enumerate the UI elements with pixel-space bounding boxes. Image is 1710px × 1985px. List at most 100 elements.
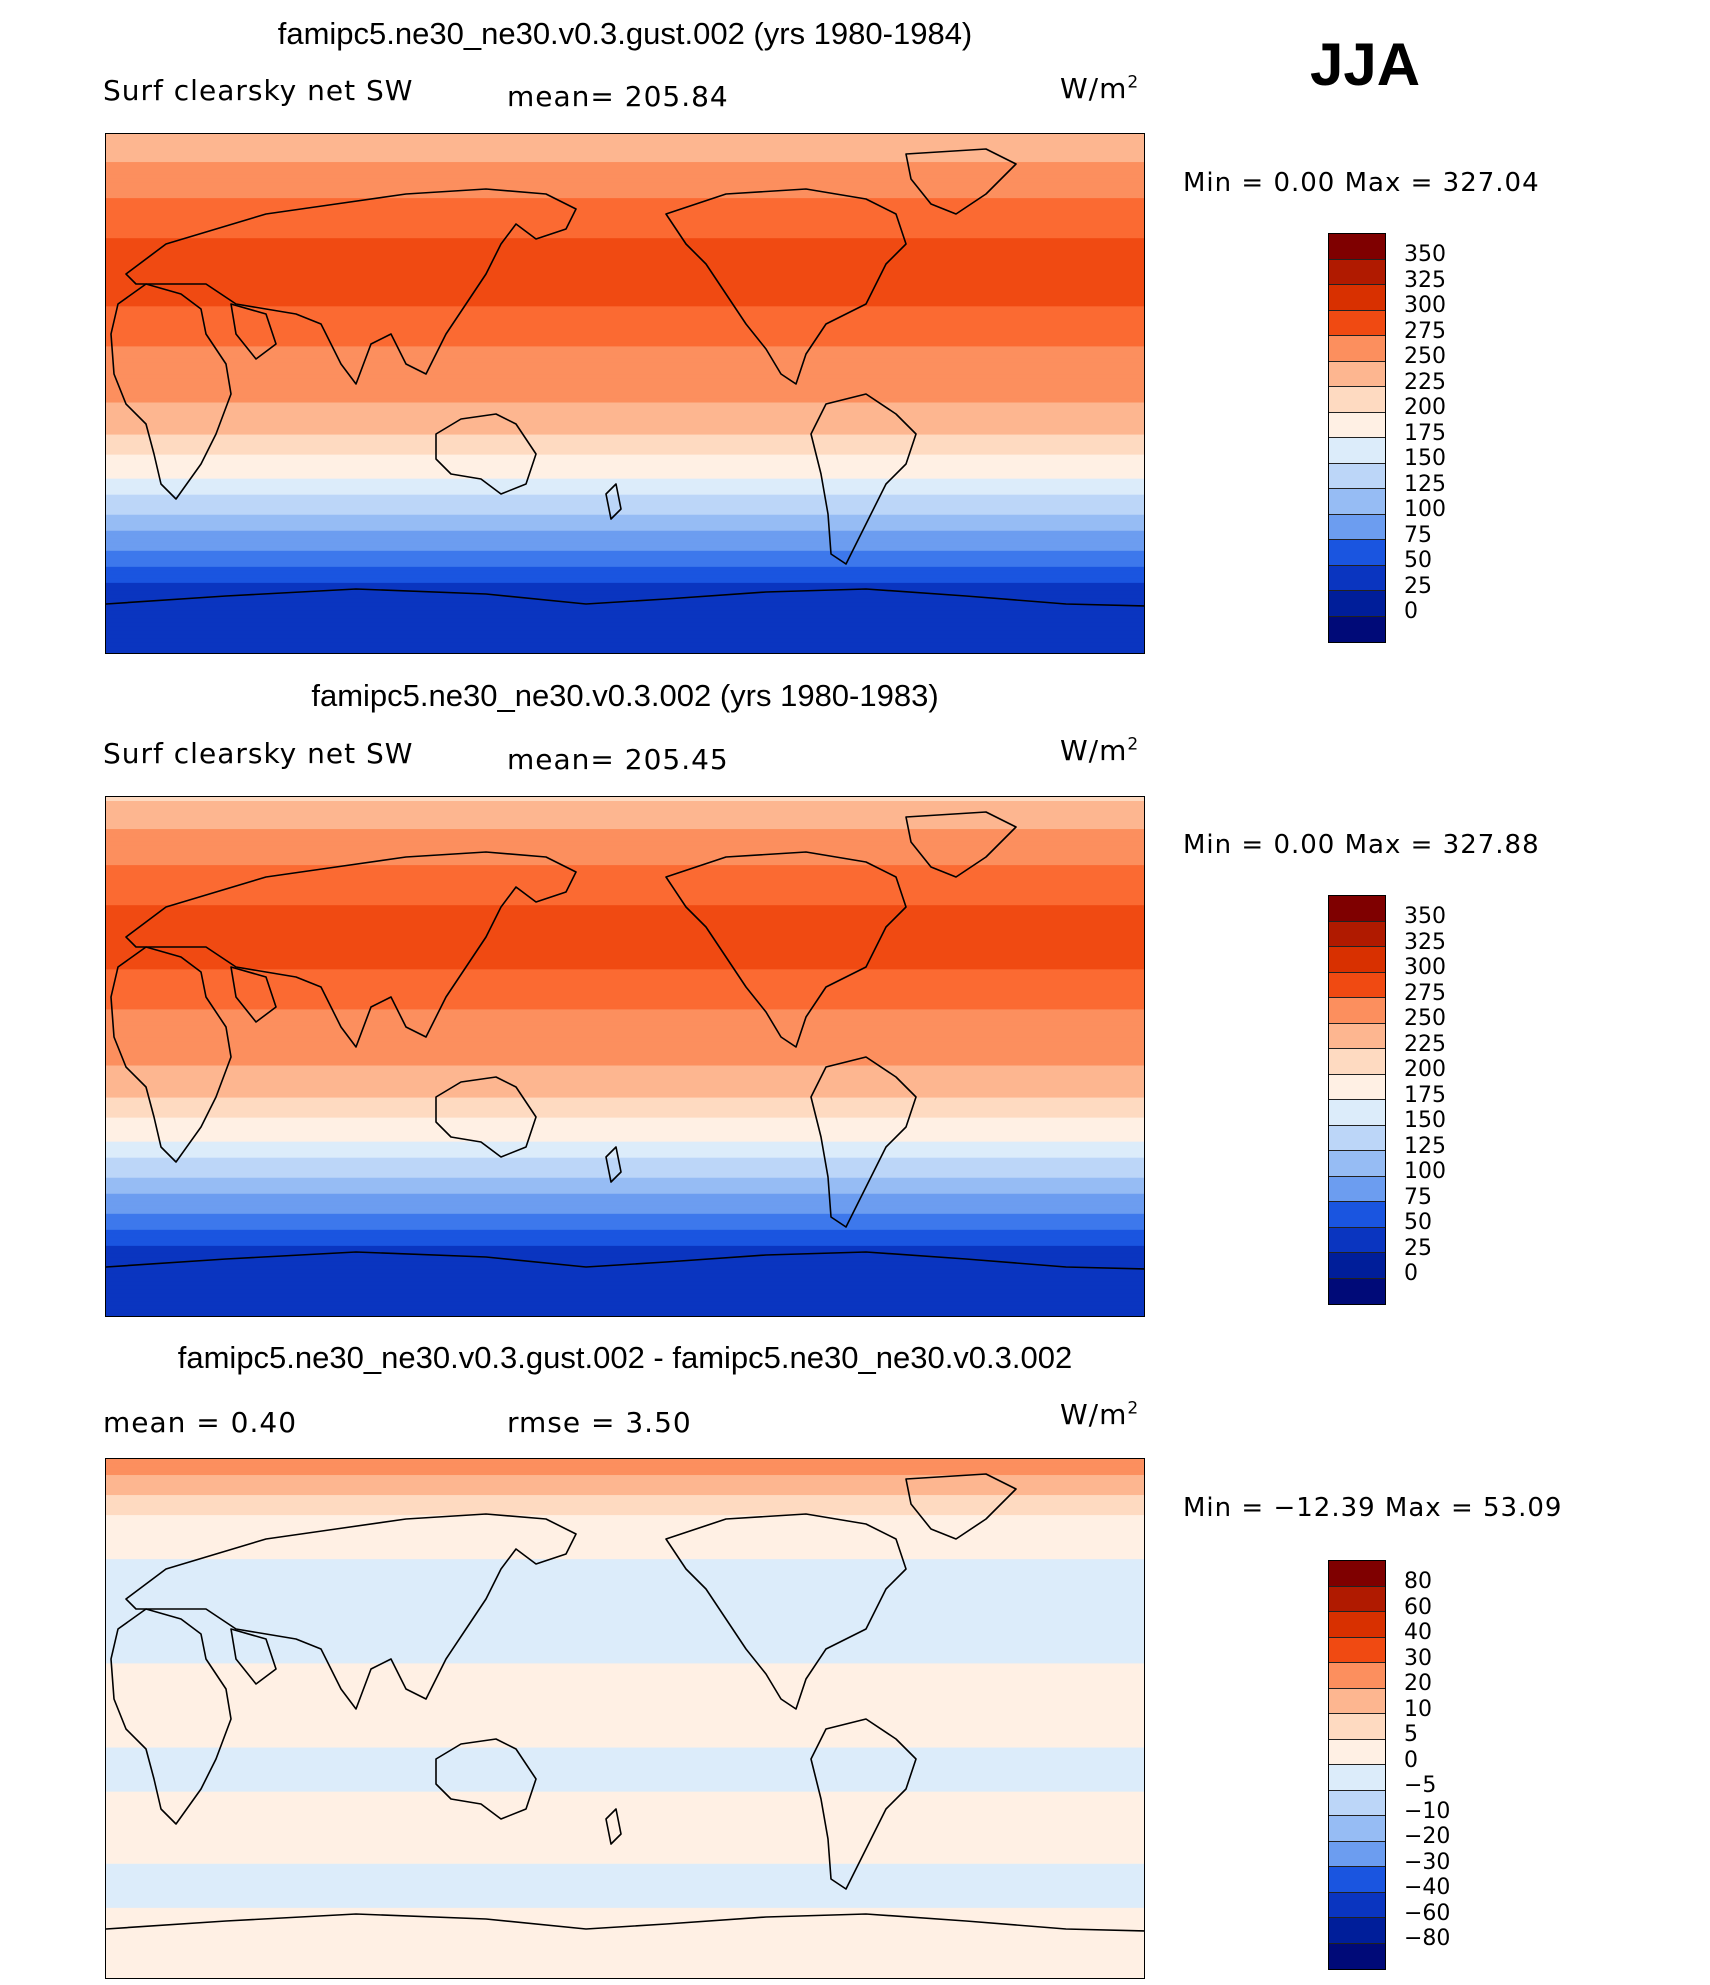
field-band (106, 1499, 1144, 1504)
field-band (106, 422, 1144, 428)
field-band (106, 1715, 1144, 1721)
field-band (106, 1599, 1144, 1604)
field-band (106, 230, 1144, 235)
field-band (106, 150, 1144, 155)
colorbar-segment (1329, 1892, 1385, 1918)
field-band (106, 837, 1144, 842)
colorbar-segment (1329, 1151, 1385, 1177)
panel-3-units: W/m2 (1060, 1398, 1140, 1431)
field-band (106, 1567, 1144, 1572)
field-band (106, 394, 1144, 400)
coastline (125, 188, 577, 385)
field-band (106, 146, 1144, 151)
field-band (106, 1895, 1144, 1901)
field-band (106, 178, 1144, 183)
colorbar-tick-label: −60 (1404, 1900, 1451, 1926)
field-band (106, 1899, 1144, 1905)
field-band (106, 194, 1144, 199)
colorbar-tick-label: 275 (1404, 318, 1446, 344)
colorbar-tick-label: 350 (1404, 242, 1446, 267)
colorbar-tick-label: 100 (1404, 497, 1446, 522)
colorbar-segment (1329, 1023, 1385, 1049)
colorbar-tick-label: 150 (1404, 1108, 1446, 1133)
field-band (106, 550, 1144, 556)
field-band (106, 1495, 1144, 1500)
field-band (106, 162, 1144, 167)
field-band (106, 1791, 1144, 1797)
field-band (106, 1823, 1144, 1829)
field-band (106, 1141, 1144, 1147)
field-band (106, 937, 1144, 942)
colorbar-segment (1329, 1586, 1385, 1612)
field-band (106, 1807, 1144, 1813)
field-band (106, 1197, 1144, 1203)
field-band (106, 1919, 1144, 1925)
colorbar-tick-label: 0 (1404, 1261, 1418, 1286)
field-band (106, 1479, 1144, 1484)
field-band (106, 1089, 1144, 1095)
field-band (106, 1803, 1144, 1809)
panel-3-minmax: Min = −12.39 Max = 53.09 (1183, 1493, 1563, 1523)
colorbar-segment (1329, 1765, 1385, 1791)
field-band (106, 1727, 1144, 1733)
colorbar-tick-label: −5 (1404, 1773, 1437, 1798)
field-band (106, 1811, 1144, 1817)
colorbar-tick-label: 50 (1404, 548, 1432, 573)
field-band (106, 1603, 1144, 1608)
field-band (106, 1775, 1144, 1781)
field-band (106, 282, 1144, 287)
field-band (106, 558, 1144, 564)
field-band (106, 262, 1144, 267)
field-band (106, 1647, 1144, 1652)
field-band (106, 1527, 1144, 1532)
field-band (106, 1835, 1144, 1841)
colorbar-tick-label: 150 (1404, 446, 1446, 471)
field-band (106, 142, 1144, 147)
field-band (106, 1623, 1144, 1628)
field-band (106, 510, 1144, 516)
colorbar-segment (1329, 540, 1385, 566)
panel-1-map (105, 133, 1145, 654)
field-band (106, 977, 1144, 982)
colorbar-segment (1329, 1637, 1385, 1663)
field-band (106, 222, 1144, 227)
field-band (106, 957, 1144, 962)
field-band (106, 1951, 1144, 1957)
field-band (106, 554, 1144, 560)
field-band (106, 1707, 1144, 1713)
field-band (106, 1711, 1144, 1717)
field-band (106, 542, 1144, 548)
colorbar-tick-label: 200 (1404, 395, 1446, 420)
panel-3-field (106, 1459, 1144, 1978)
field-band (106, 470, 1144, 476)
panel-2-colorbar (1328, 895, 1386, 1305)
field-band (106, 278, 1144, 283)
field-band (106, 630, 1144, 636)
field-band (106, 650, 1144, 653)
field-band (106, 1241, 1144, 1247)
field-band (106, 1117, 1144, 1123)
field-band (106, 158, 1144, 163)
field-band (106, 1907, 1144, 1913)
field-band (106, 1695, 1144, 1701)
field-band (106, 326, 1144, 331)
field-band (106, 1903, 1144, 1909)
field-band (106, 442, 1144, 448)
field-band (106, 1639, 1144, 1644)
field-band (106, 1859, 1144, 1865)
field-band (106, 1679, 1144, 1685)
colorbar-tick-label: 250 (1404, 1006, 1446, 1031)
field-band (106, 478, 1144, 484)
field-band (106, 174, 1144, 179)
field-band (106, 266, 1144, 271)
colorbar-segment (1329, 591, 1385, 617)
colorbar-tick-label: 40 (1404, 1620, 1432, 1645)
field-band (106, 462, 1144, 468)
field-band (106, 1691, 1144, 1697)
field-band (106, 314, 1144, 319)
field-band (106, 1029, 1144, 1035)
field-band (106, 853, 1144, 858)
field-band (106, 1675, 1144, 1681)
field-band (106, 390, 1144, 396)
colorbar-segment (1329, 1841, 1385, 1867)
